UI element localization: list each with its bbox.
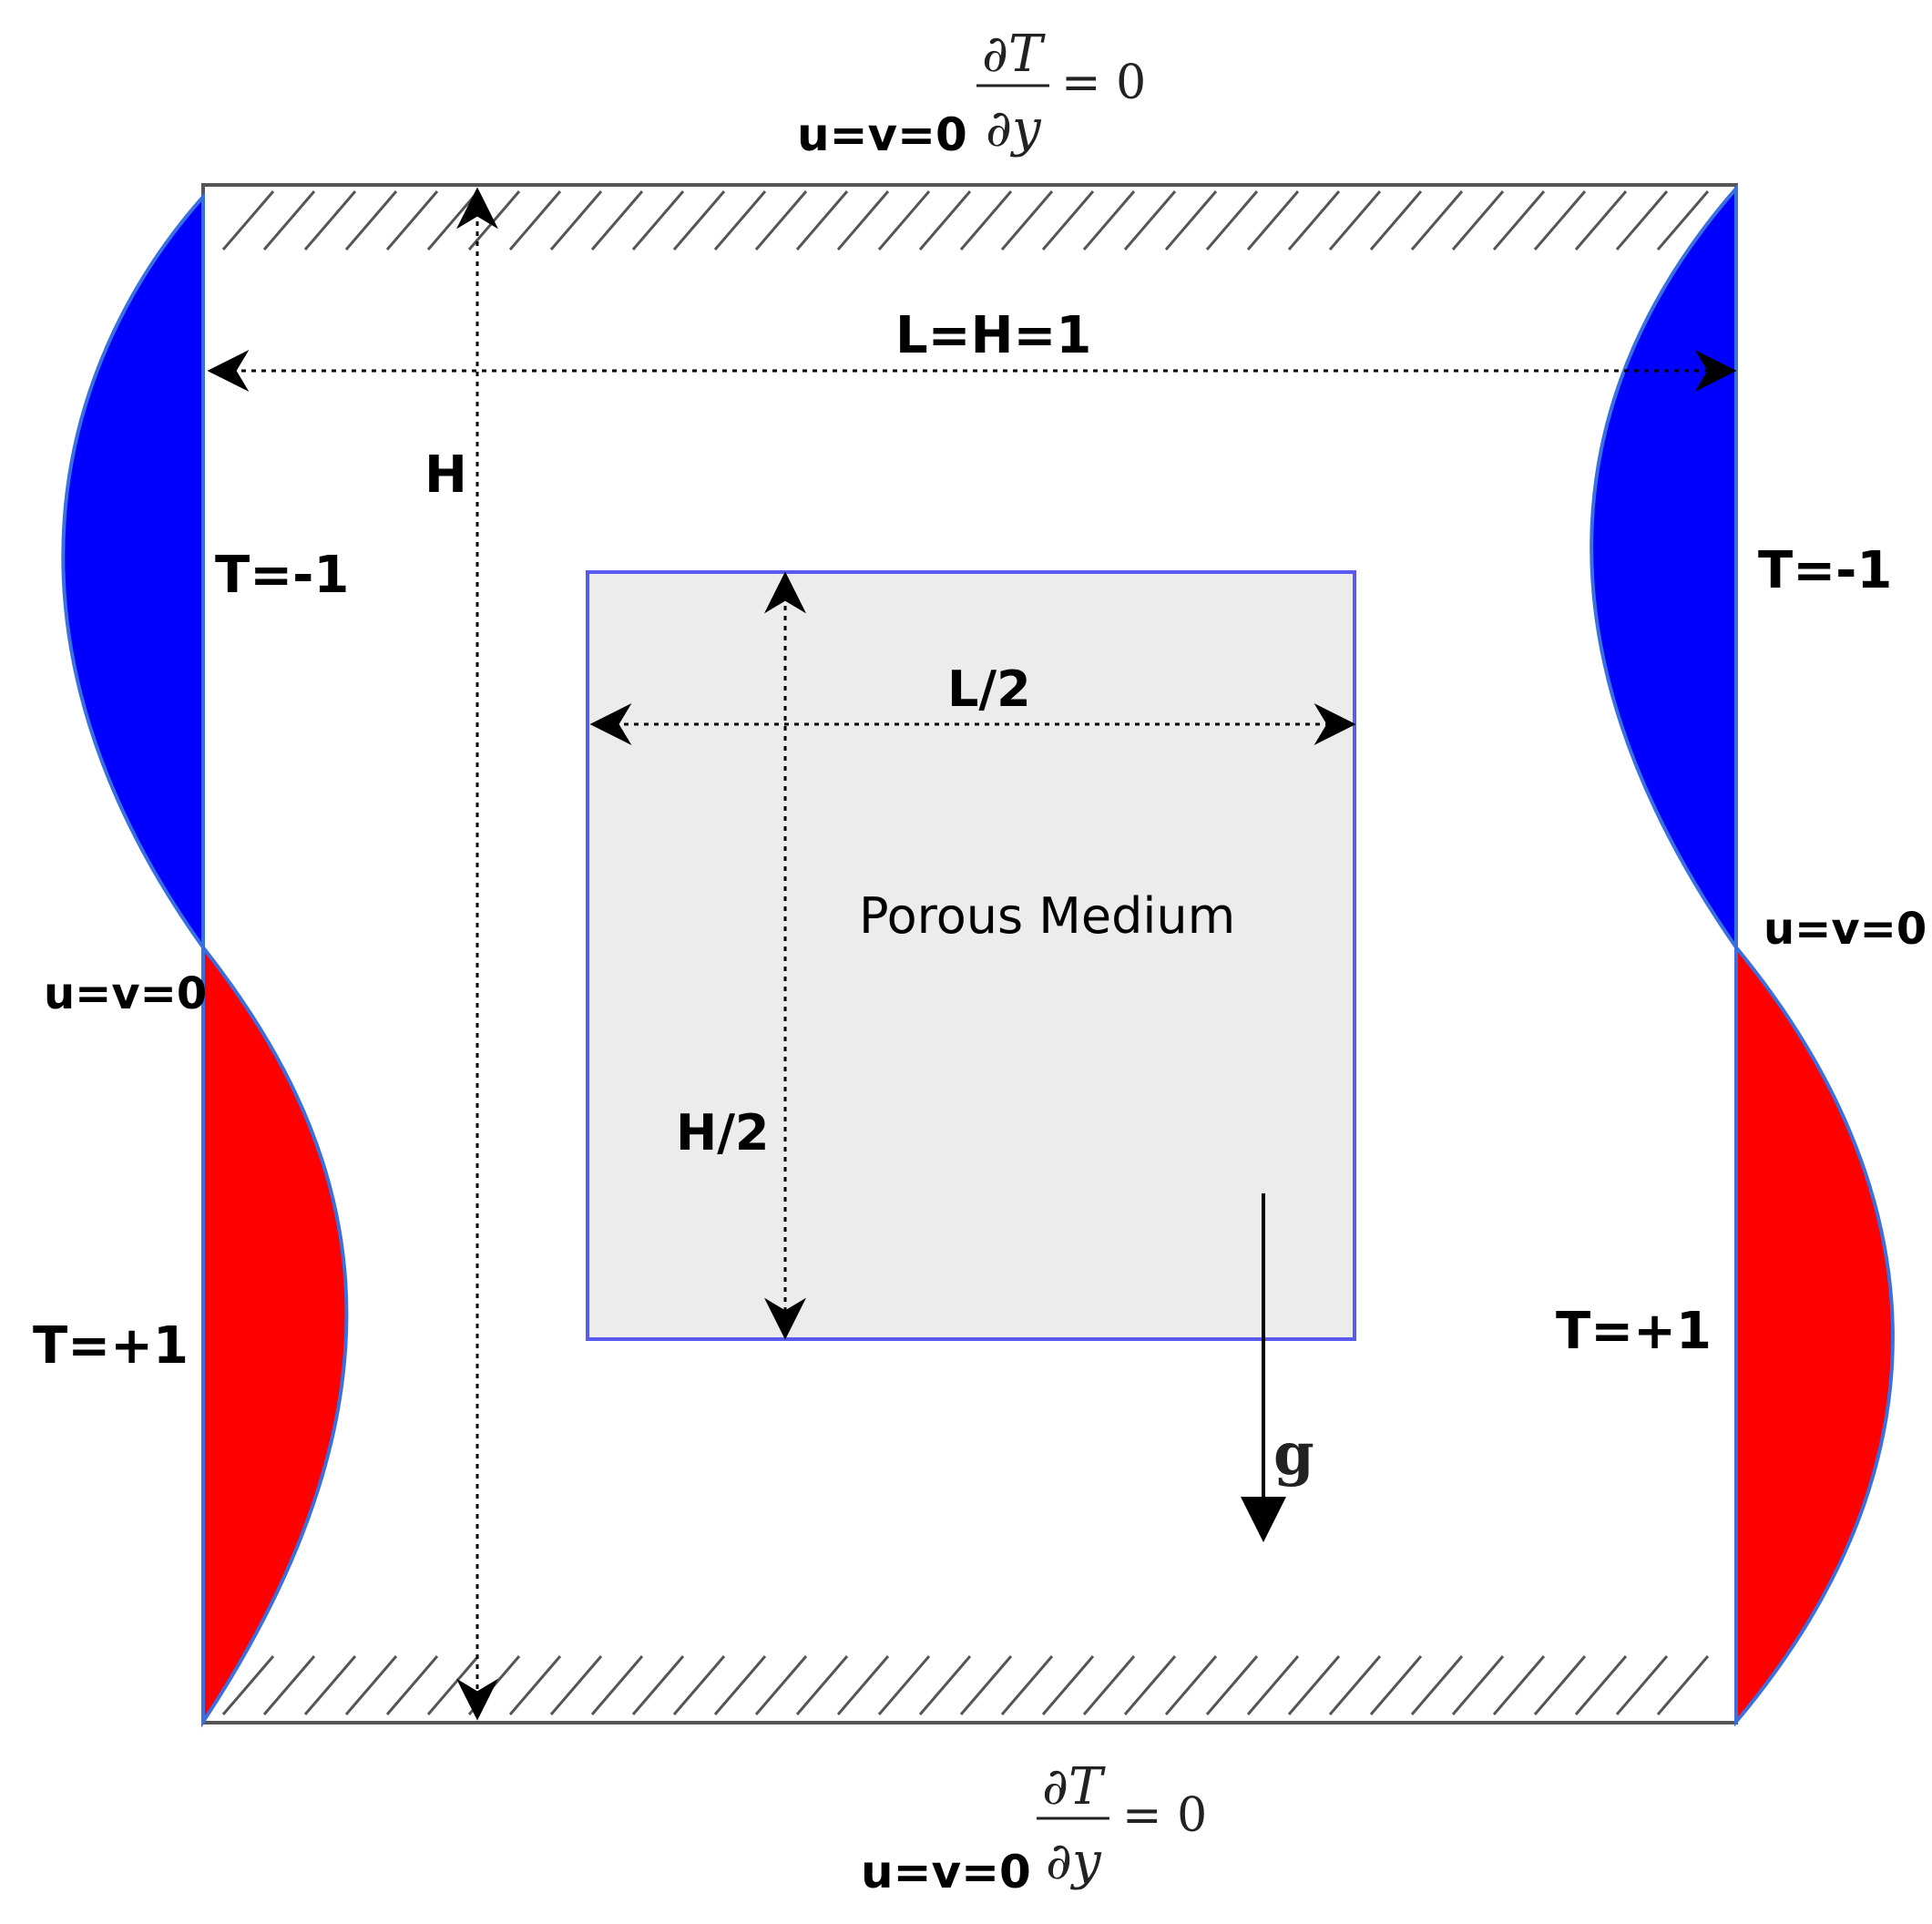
right-cold-profile xyxy=(1590,183,1738,954)
top-adiabatic-bc: ∂T ∂y = 0 xyxy=(976,25,1146,159)
bottom-bc-numerator: ∂T xyxy=(1042,1757,1106,1817)
width-dimension-label: L=H=1 xyxy=(895,306,1091,365)
left-cold-profile xyxy=(61,191,205,954)
left-hot-profile xyxy=(201,942,349,1728)
bottom-adiabatic-bc: ∂T ∂y = 0 xyxy=(1037,1757,1207,1891)
top-wall-hatching xyxy=(221,190,1710,251)
bottom-velocity-bc-label: u=v=0 xyxy=(861,1846,1031,1898)
bottom-wall-hatching xyxy=(221,1655,1710,1715)
left-hot-temp-label: T=+1 xyxy=(33,1316,189,1376)
top-bc-numerator: ∂T xyxy=(982,25,1046,84)
porous-medium-label: Porous Medium xyxy=(859,887,1235,945)
right-cold-temp-label: T=-1 xyxy=(1758,541,1892,600)
top-velocity-bc-label: u=v=0 xyxy=(797,108,967,161)
top-bc-denominator: ∂y xyxy=(986,99,1042,159)
height-dimension-label: H xyxy=(424,445,467,505)
left-cold-temp-label: T=-1 xyxy=(215,546,349,605)
inner-height-label: H/2 xyxy=(676,1104,770,1162)
inner-width-label: L/2 xyxy=(947,660,1031,718)
left-velocity-bc-label: u=v=0 xyxy=(44,968,207,1019)
porous-medium-block xyxy=(586,570,1356,1341)
gravity-label: g xyxy=(1273,1420,1314,1489)
top-bc-rhs: = 0 xyxy=(1061,56,1146,110)
bottom-bc-denominator: ∂y xyxy=(1046,1832,1102,1891)
bottom-bc-rhs: = 0 xyxy=(1122,1788,1207,1843)
right-hot-temp-label: T=+1 xyxy=(1556,1302,1712,1361)
right-velocity-bc-label: u=v=0 xyxy=(1763,904,1927,955)
right-hot-profile xyxy=(1734,942,1895,1727)
